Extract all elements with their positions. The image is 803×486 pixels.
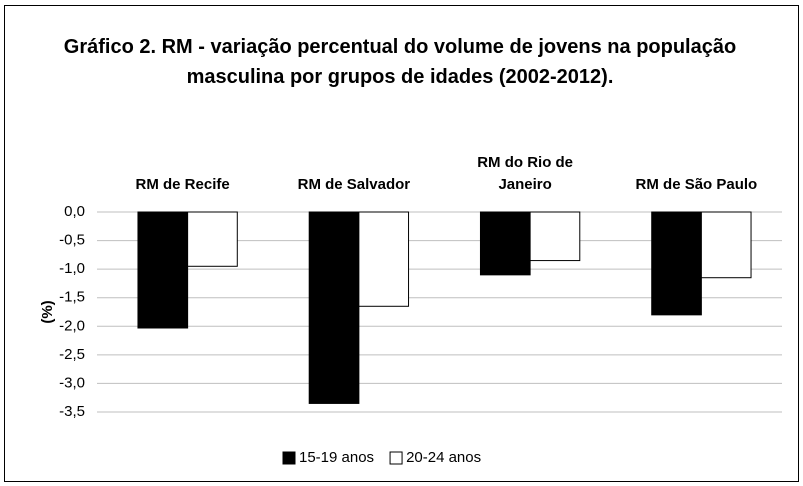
y-tick-label: -2,5 <box>59 346 85 363</box>
bar <box>137 211 189 329</box>
bar <box>651 211 702 316</box>
bar <box>187 211 238 267</box>
y-tick-label: -1,0 <box>59 260 85 277</box>
y-tick-label: -2,0 <box>59 317 85 334</box>
y-tick-label: -3,0 <box>59 374 85 391</box>
legend-label: 20-24 anos <box>406 449 481 466</box>
bar <box>529 211 581 262</box>
legend-swatch <box>389 451 403 465</box>
bar <box>308 211 360 404</box>
chart-border <box>4 5 799 482</box>
y-tick-label: -0,5 <box>59 232 85 249</box>
chart-title: Gráfico 2. RM - variação percentual do v… <box>63 36 737 88</box>
bar <box>700 211 752 279</box>
x-tick-label: RM de Salvador <box>297 176 411 193</box>
bar <box>479 211 531 276</box>
y-tick-label: -1,5 <box>59 289 85 306</box>
y-axis-label: (%) <box>39 300 56 323</box>
legend-label: 15-19 anos <box>299 449 374 466</box>
y-tick-label: 0,0 <box>64 203 85 220</box>
y-tick-label: -3,5 <box>59 403 85 420</box>
x-tick-label: RM do Rio de Janeiro <box>477 154 574 193</box>
x-tick-label: RM de Recife <box>135 176 230 193</box>
bar <box>358 211 410 307</box>
legend-swatch <box>282 451 296 465</box>
x-tick-label: RM de São Paulo <box>635 176 758 193</box>
